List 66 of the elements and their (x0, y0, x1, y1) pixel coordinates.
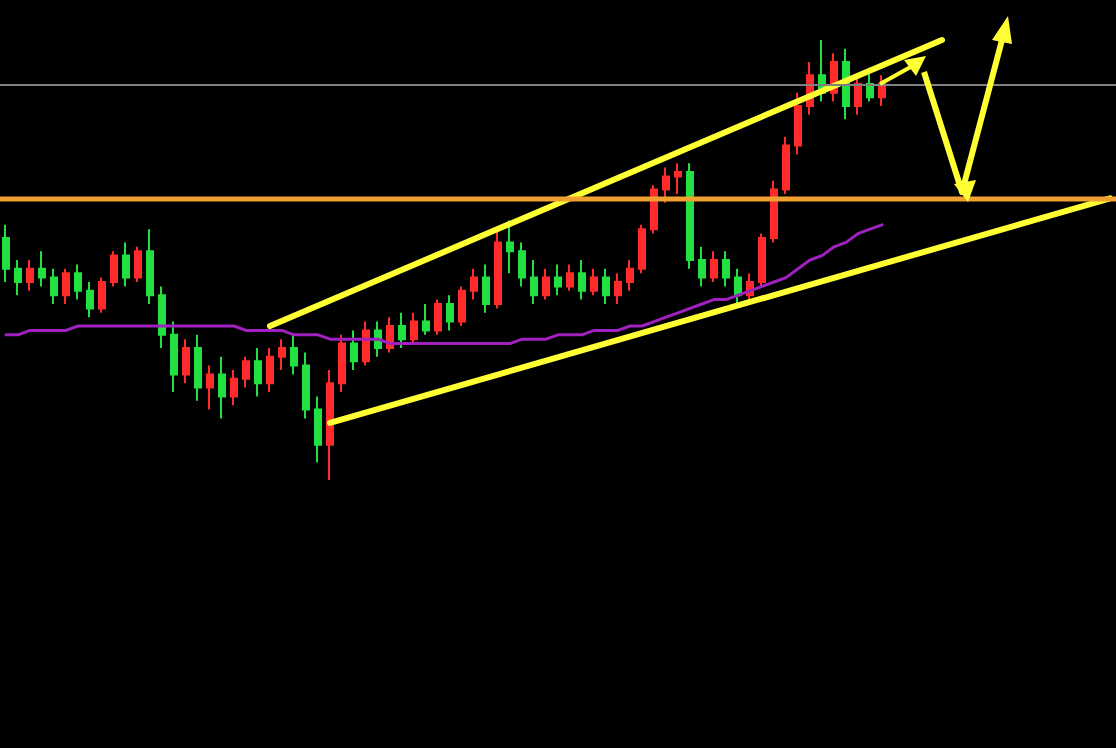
candlestick (146, 228, 154, 305)
candlestick (722, 250, 730, 288)
candlestick (878, 74, 886, 107)
candlestick (566, 263, 574, 292)
candlestick (482, 263, 490, 314)
candlestick (554, 263, 562, 297)
candlestick (266, 347, 274, 393)
candlestick (338, 333, 346, 393)
candlestick (62, 267, 70, 305)
candlestick (530, 259, 538, 305)
candlestick (674, 162, 682, 195)
candlestick (434, 298, 442, 336)
candlestick (758, 232, 766, 288)
candlestick (410, 311, 418, 345)
candlestick (782, 135, 790, 195)
candlestick (230, 369, 238, 407)
candlestick (14, 259, 22, 297)
candlestick (614, 272, 622, 305)
candlestick (74, 263, 82, 301)
candlestick (578, 259, 586, 301)
candlestick (98, 276, 106, 314)
candlestick (170, 320, 178, 393)
candlestick (506, 219, 514, 275)
candlestick (242, 355, 250, 389)
candlestick (398, 311, 406, 349)
candlestick (302, 351, 310, 420)
candlestick (362, 320, 370, 367)
candlestick (254, 347, 262, 398)
candlestick (182, 338, 190, 385)
candlestick (38, 250, 46, 288)
candlestick (446, 294, 454, 332)
candlestick (194, 333, 202, 402)
candlestick (110, 250, 118, 288)
candlestick (470, 267, 478, 301)
candlestick (602, 267, 610, 305)
candlestick (50, 267, 58, 305)
candlestick (734, 267, 742, 305)
candlestick (26, 259, 34, 292)
candlestick (422, 303, 430, 336)
candlestick (122, 241, 130, 288)
candlestick (314, 395, 322, 464)
candlestick (770, 179, 778, 244)
candlestick (350, 329, 358, 371)
candlestick (626, 259, 634, 292)
candlestick (458, 285, 466, 327)
candlestick (158, 285, 166, 349)
candlestick (494, 228, 502, 310)
candlestick (290, 333, 298, 376)
candlestick (206, 364, 214, 411)
candlestick (686, 162, 694, 270)
candlestick (698, 245, 706, 288)
candlestick (710, 250, 718, 283)
candlestick (854, 74, 862, 116)
candlestick (134, 245, 142, 283)
candlestick (638, 223, 646, 275)
candlestick (326, 369, 334, 481)
candlestick (794, 91, 802, 156)
candlestick (218, 355, 226, 420)
candlestick (590, 267, 598, 297)
candlestick (662, 166, 670, 204)
candlestick (542, 267, 550, 301)
candlestick (278, 338, 286, 371)
candlestick (518, 241, 526, 288)
candlestick (86, 281, 94, 319)
candlestick (866, 69, 874, 103)
candlestick (2, 223, 10, 283)
